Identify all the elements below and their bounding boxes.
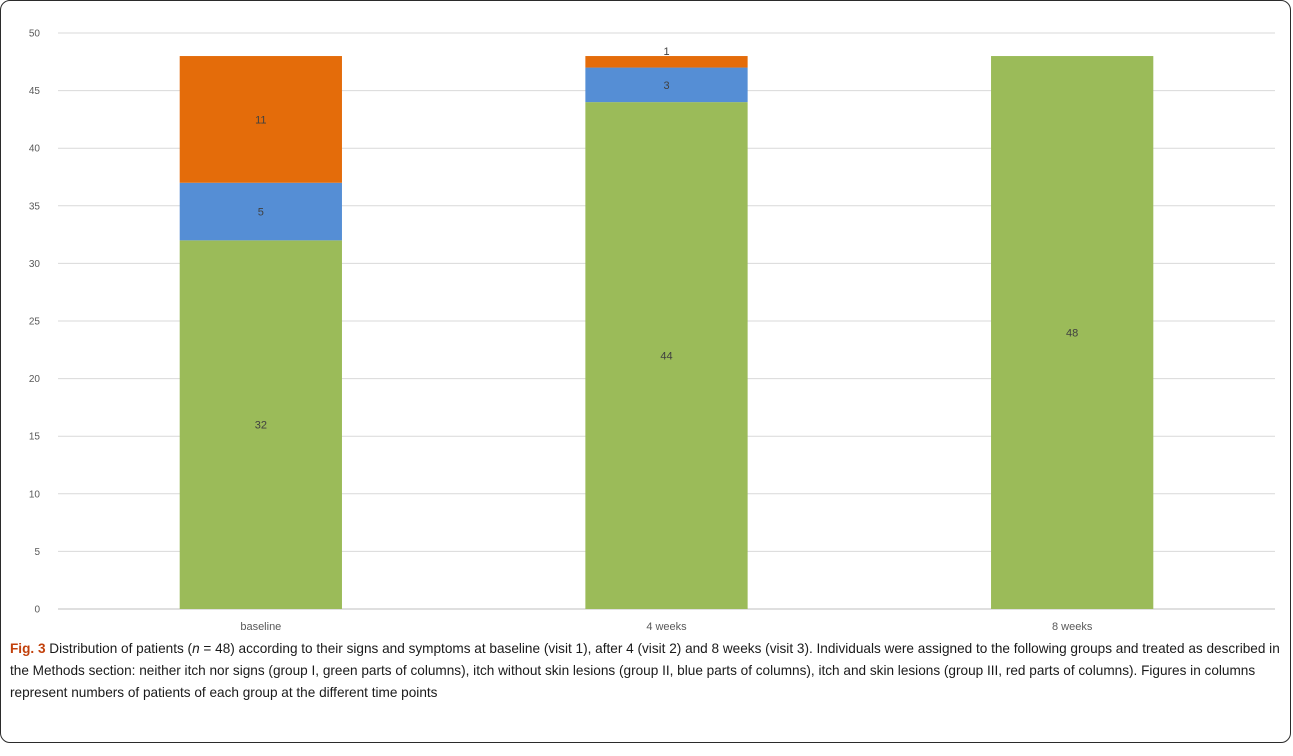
y-tick-label: 35 (29, 201, 41, 212)
data-label: 48 (1066, 328, 1078, 340)
y-tick-label: 10 (29, 489, 41, 500)
data-label: 11 (255, 114, 266, 126)
data-label: 44 (660, 351, 672, 363)
bars (179, 56, 1154, 610)
y-tick-label: 0 (34, 605, 40, 616)
data-label: 1 (663, 46, 669, 58)
x-category-label: baseline (240, 621, 281, 630)
caption-text-after-n: = 48) according to their signs and sympt… (10, 641, 1280, 700)
x-category-label: 8 weeks (1052, 621, 1093, 630)
bar-segment (991, 56, 1154, 610)
y-tick-label: 30 (29, 259, 41, 270)
y-tick-label: 50 (29, 29, 41, 40)
bar-segment (179, 240, 342, 610)
data-label: 5 (258, 207, 264, 219)
figure-caption: Fig. 3 Distribution of patients (n = 48)… (10, 638, 1282, 704)
x-category-label: 4 weeks (646, 621, 687, 630)
y-tick-label: 40 (29, 144, 41, 155)
bar-segment (179, 182, 342, 241)
bar-segment (585, 67, 748, 103)
y-axis-ticks: 0 5 10 15 20 25 30 35 40 45 50 (29, 29, 41, 616)
y-tick-label: 15 (29, 432, 41, 443)
data-labels: 32 5 11 44 3 1 48 (255, 46, 1079, 432)
bar-segment (179, 56, 342, 183)
x-axis-categories: baseline 4 weeks 8 weeks (240, 621, 1092, 630)
caption-n-symbol: n (192, 641, 200, 656)
data-label: 3 (663, 80, 669, 92)
y-tick-label: 20 (29, 374, 41, 385)
bar-segment (585, 56, 748, 68)
bar-segment (585, 102, 748, 610)
y-tick-label: 5 (34, 547, 40, 558)
data-label: 32 (255, 420, 267, 432)
y-tick-label: 25 (29, 317, 41, 328)
stacked-bar-chart: 0 5 10 15 20 25 30 35 40 45 50 32 5 11 44 3 1 48 baselin… (29, 29, 1275, 630)
y-tick-label: 45 (29, 86, 41, 97)
caption-text-before-n: Distribution of patients ( (45, 641, 193, 656)
caption-label: Fig. 3 (10, 641, 46, 656)
